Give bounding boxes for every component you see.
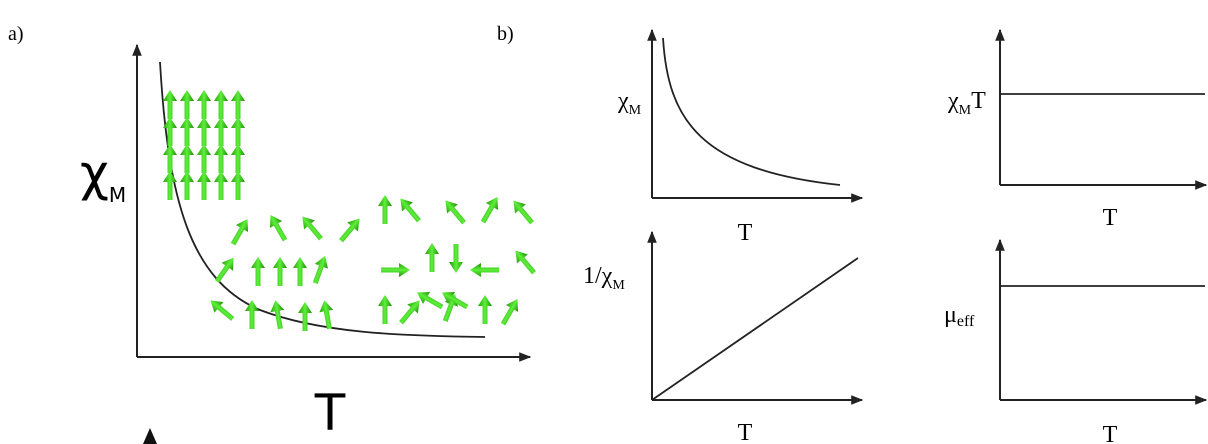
x-axis-label: T [1103,205,1118,231]
spin-arrow [293,257,307,286]
y-axis-label: χM [80,144,126,207]
curve [662,37,841,186]
y-axis-label: 1/χM [583,263,625,293]
spin-arrow [417,291,444,310]
spin-arrow [210,300,235,321]
spin-arrow [273,257,287,286]
spin-arrow [231,144,245,173]
spin-arrow [197,144,211,173]
curve [651,257,859,401]
spin-arrow [378,195,392,224]
spin-arrow [500,299,519,326]
spin-arrow [214,90,228,119]
arrow-fragment [143,428,157,444]
spin-arrow [269,215,288,242]
x-axis-label: T [738,220,753,246]
panel-label: b) [497,23,514,45]
spin-arrow [399,300,420,325]
spin-arrow [214,144,228,173]
spin-arrow [180,90,194,119]
spin-arrow [197,171,211,200]
spin-arrow [231,171,245,200]
spin-arrow [231,90,245,119]
spin-arrow [515,250,536,275]
spin-arrow [445,200,466,225]
y-axis-label: μeff [944,302,975,330]
y-axis-label: χM [617,88,642,118]
spin-arrow [302,216,323,241]
spin-arrow [319,300,334,330]
spin-arrow [442,291,469,310]
spin-arrow [180,144,194,173]
spin-arrow [470,263,499,277]
spin-arrow [197,117,211,146]
y-axis-label: χMT [947,88,986,118]
spin-arrow [180,117,194,146]
spin-arrow [214,257,234,283]
x-axis-label: T [738,420,753,444]
spin-arrow [400,198,421,223]
spin-arrow [214,117,228,146]
panel-label: a) [8,23,24,45]
spin-arrow [381,263,410,277]
spin-arrow [251,257,265,286]
spin-arrow [480,197,499,224]
panel-b: b) χM T χMT T 1/χM T μeff T [497,23,1208,444]
spin-arrow [197,90,211,119]
spin-arrow [312,255,328,285]
spin-arrow [270,300,285,330]
spin-arrow [513,200,534,225]
x-axis-label: T [1103,422,1118,444]
spin-arrow [163,117,177,146]
spin-arrow [478,295,492,324]
panel-a: a) χM T [8,23,536,444]
curve [159,61,486,338]
spin-arrow [378,295,392,324]
spin-arrow [298,302,312,331]
spin-arrow [231,117,245,146]
spin-arrow [425,243,439,272]
spin-arrow [339,218,360,243]
spin-arrow [163,90,177,119]
spin-arrow [214,171,228,200]
spin-arrow [163,171,177,200]
spin-arrow [163,144,177,173]
spin-arrow [449,244,463,273]
spin-arrows [163,90,536,331]
x-axis-label: T [314,384,346,442]
spin-arrow [230,219,249,246]
spin-arrow [180,171,194,200]
spin-arrow [245,300,259,329]
